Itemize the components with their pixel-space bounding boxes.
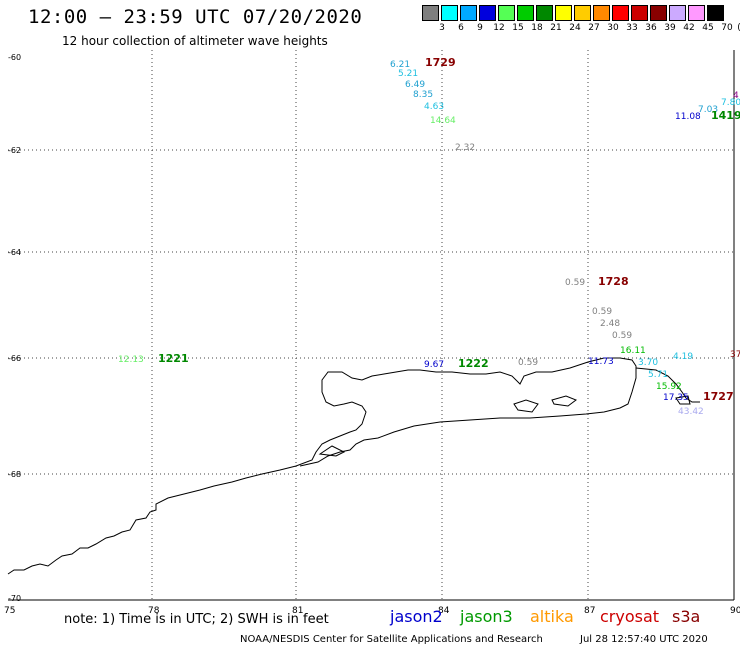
antarctic-coastline <box>7 357 700 575</box>
scale-label-39: 39 <box>664 23 676 33</box>
island-south <box>513 399 539 413</box>
scale-label-27: 27 <box>588 23 600 33</box>
longitude-label: 75 <box>4 606 15 616</box>
observation-label: 0.59 <box>518 358 538 368</box>
observation-label: 37 <box>730 350 740 360</box>
latitude-label: -70 <box>8 594 21 603</box>
observation-label: 11.73 <box>588 357 614 367</box>
scale-label-30: 30 <box>607 23 619 33</box>
scale-swatch-27 <box>574 5 591 21</box>
observation-label: 1728 <box>598 275 629 288</box>
observation-label: 2.32 <box>455 143 475 153</box>
observation-label: 4.19 <box>673 352 693 362</box>
island-west <box>318 445 346 457</box>
scale-swatch-33 <box>612 5 629 21</box>
scale-swatch-42 <box>669 5 686 21</box>
satellite-jason2: jason2 <box>390 607 443 626</box>
observation-label: 6.49 <box>405 80 425 90</box>
latitude-label: -66 <box>8 354 21 363</box>
observation-label: 43.42 <box>678 407 704 417</box>
scale-label-12: 12 <box>493 23 505 33</box>
scale-swatch-39 <box>650 5 667 21</box>
scale-swatch-18 <box>517 5 534 21</box>
observation-label: 0.59 <box>565 278 585 288</box>
scale-swatch-21 <box>536 5 553 21</box>
scale-label-18: 18 <box>531 23 543 33</box>
island-mid <box>551 395 578 407</box>
scale-swatch-24 <box>555 5 572 21</box>
observation-label: 1727 <box>703 390 734 403</box>
satellite-altika: altika <box>530 607 574 626</box>
scale-swatch-3 <box>422 5 439 21</box>
scale-swatch-70 <box>707 5 724 21</box>
observation-label: 2.48 <box>600 319 620 329</box>
credit-line: NOAA/NESDIS Center for Satellite Applica… <box>240 634 543 645</box>
footnote: note: 1) Time is in UTC; 2) SWH is in fe… <box>64 612 329 627</box>
longitude-label: 84 <box>438 606 450 616</box>
observation-label: 7.03 <box>698 105 718 115</box>
scale-label-9: 9 <box>477 23 483 33</box>
scale-swatch-30 <box>593 5 610 21</box>
observation-label: 5.71 <box>648 370 668 380</box>
latitude-label: -62 <box>8 146 21 155</box>
scale-swatch-6 <box>441 5 458 21</box>
scale-label-3: 3 <box>439 23 445 33</box>
scale-label-45: 45 <box>702 23 714 33</box>
island-east <box>675 395 691 405</box>
observation-label: 1729 <box>425 56 456 69</box>
map-title: 12:00 – 23:59 UTC 07/20/2020 <box>28 6 363 28</box>
latitude-label: -64 <box>8 248 21 257</box>
scale-label-70: 70 <box>721 23 733 33</box>
wave-height-observations: 6.215.216.498.35 4.63 14.64 2.32 1729 7.037.8… <box>118 56 740 417</box>
scale-label-15: 15 <box>512 23 524 33</box>
longitude-label: 78 <box>148 606 160 616</box>
scale-swatch-45 <box>688 5 705 21</box>
scale-label-33: 33 <box>626 23 638 33</box>
observation-label: 1419 <box>711 109 740 122</box>
longitude-label: 90 <box>730 606 740 616</box>
scale-label-42: 42 <box>683 23 695 33</box>
observation-label: 1222 <box>458 357 489 370</box>
coastline-ice-shelf <box>635 367 700 403</box>
observation-label: 7.80 <box>721 98 740 108</box>
observation-label: 6.21 <box>390 60 410 70</box>
observation-label: 0.59 <box>592 307 612 317</box>
observation-label: 17.35 <box>663 393 689 403</box>
observation-label: 5.21 <box>398 69 418 79</box>
longitude-label: 87 <box>584 606 595 616</box>
generation-timestamp: Jul 28 12:57:40 UTC 2020 <box>580 634 708 645</box>
satellite-cryosat: cryosat <box>600 607 660 626</box>
observation-label: 12.13 <box>118 355 144 365</box>
observation-label: 4 <box>733 91 739 101</box>
scale-swatch-36 <box>631 5 648 21</box>
longitude-label: 81 <box>292 606 303 616</box>
latitude-label: -60 <box>8 53 21 62</box>
scale-label-36: 36 <box>645 23 657 33</box>
scale-label-21: 21 <box>550 23 562 33</box>
scale-swatch-15 <box>498 5 515 21</box>
observation-label: 4.63 <box>424 102 444 112</box>
scale-unit-label: (ft) <box>734 23 740 33</box>
scale-label-24: 24 <box>569 23 581 33</box>
latitude-label: -68 <box>8 470 21 479</box>
scale-label-6: 6 <box>458 23 464 33</box>
scale-swatch-12 <box>479 5 496 21</box>
observation-label: 14.64 <box>430 116 456 126</box>
map-subtitle: 12 hour collection of altimeter wave hei… <box>62 34 328 48</box>
observation-label: 9.67 <box>424 360 444 370</box>
observation-label: 1221 <box>158 352 189 365</box>
observation-label: 11.08 <box>675 112 701 122</box>
satellite-s3a: s3a <box>672 607 701 626</box>
satellite-jason3: jason3 <box>460 607 513 626</box>
observation-label: 0.59 <box>612 331 632 341</box>
observation-label: 15.92 <box>656 382 682 392</box>
observation-label: 3.70 <box>638 358 658 368</box>
scale-swatch-9 <box>460 5 477 21</box>
observation-label: 16.11 <box>620 346 646 356</box>
coastline-mainland <box>7 357 637 575</box>
observation-label: 8.35 <box>413 90 433 100</box>
